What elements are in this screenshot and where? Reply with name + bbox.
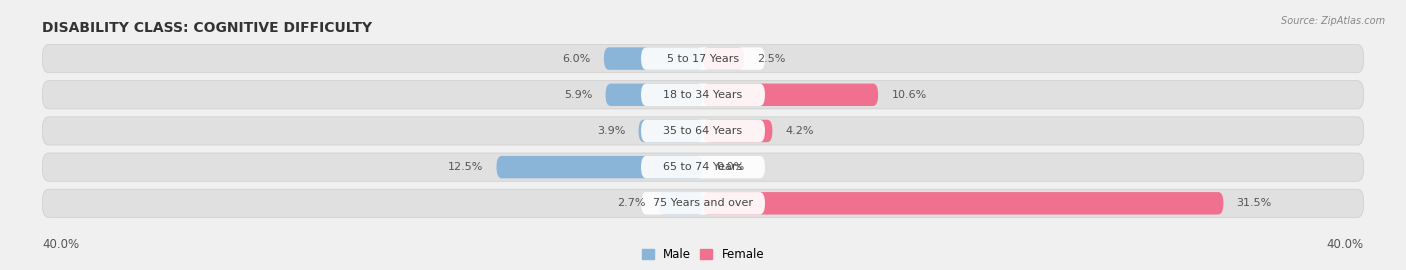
Text: 12.5%: 12.5% (449, 162, 484, 172)
Text: 10.6%: 10.6% (891, 90, 927, 100)
Text: Source: ZipAtlas.com: Source: ZipAtlas.com (1281, 16, 1385, 26)
Text: 35 to 64 Years: 35 to 64 Years (664, 126, 742, 136)
Text: 65 to 74 Years: 65 to 74 Years (664, 162, 742, 172)
FancyBboxPatch shape (703, 120, 772, 142)
Text: 2.7%: 2.7% (617, 198, 645, 208)
FancyBboxPatch shape (658, 192, 703, 215)
Text: 6.0%: 6.0% (562, 53, 591, 64)
FancyBboxPatch shape (641, 156, 765, 178)
FancyBboxPatch shape (606, 83, 703, 106)
FancyBboxPatch shape (641, 120, 765, 142)
Text: 40.0%: 40.0% (42, 238, 79, 251)
FancyBboxPatch shape (605, 47, 703, 70)
FancyBboxPatch shape (641, 83, 765, 106)
FancyBboxPatch shape (42, 189, 1364, 217)
Text: DISABILITY CLASS: COGNITIVE DIFFICULTY: DISABILITY CLASS: COGNITIVE DIFFICULTY (42, 21, 373, 35)
FancyBboxPatch shape (42, 45, 1364, 73)
Text: 75 Years and over: 75 Years and over (652, 198, 754, 208)
FancyBboxPatch shape (638, 120, 703, 142)
Text: 31.5%: 31.5% (1237, 198, 1272, 208)
Text: 18 to 34 Years: 18 to 34 Years (664, 90, 742, 100)
FancyBboxPatch shape (641, 47, 765, 70)
FancyBboxPatch shape (42, 117, 1364, 145)
FancyBboxPatch shape (703, 83, 879, 106)
FancyBboxPatch shape (496, 156, 703, 178)
Text: 3.9%: 3.9% (598, 126, 626, 136)
FancyBboxPatch shape (703, 192, 1223, 215)
Text: 40.0%: 40.0% (1327, 238, 1364, 251)
Text: 0.0%: 0.0% (716, 162, 744, 172)
Text: 4.2%: 4.2% (786, 126, 814, 136)
Text: 2.5%: 2.5% (758, 53, 786, 64)
FancyBboxPatch shape (641, 192, 765, 215)
Text: 5.9%: 5.9% (564, 90, 592, 100)
FancyBboxPatch shape (703, 47, 744, 70)
FancyBboxPatch shape (42, 81, 1364, 109)
Text: 5 to 17 Years: 5 to 17 Years (666, 53, 740, 64)
FancyBboxPatch shape (42, 153, 1364, 181)
Legend: Male, Female: Male, Female (637, 244, 769, 266)
